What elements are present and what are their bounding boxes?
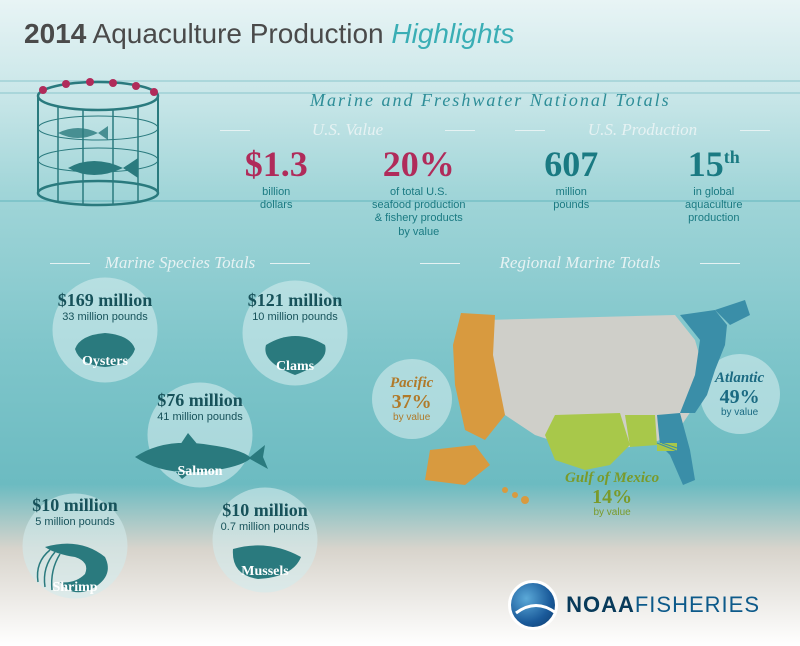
regional-totals-section: Regional Marine Totals [420,253,740,279]
state-hawaii [521,496,529,504]
region-pct: 49% [715,387,764,407]
us-production-group: U.S. Production 607 million pounds 15th … [505,120,780,239]
species-name: Salmon [125,464,275,480]
brand-rest: FISHERIES [635,592,760,617]
species-shrimp: $10 million 5 million pounds Shrimp [10,495,140,596]
region-pacific: Pacific 37% by value [390,375,433,423]
region-atlantic: Atlantic 49% by value [715,370,764,418]
national-totals: U.S. Value $1.3 billion dollars 20% of t… [210,120,780,239]
state-hawaii [502,487,508,493]
species-salmon: $76 million 41 million pounds Salmon [125,390,275,480]
page-title: 2014 Aquaculture Production Highlights [24,18,514,50]
state-gulf [545,413,630,470]
us-production-label: U.S. Production [505,120,780,140]
stat-big: 607 [505,146,638,182]
stat-big: $1.3 [210,146,343,182]
stat-sub: million pounds [505,186,638,212]
footer-brand: NOAAFISHERIES [508,580,760,630]
species-weight: 5 million pounds [10,516,140,528]
species-value: $169 million [40,290,170,311]
stat-sub: billion dollars [210,186,343,212]
species-value: $121 million [230,290,360,311]
section-label: Marine Species Totals [50,253,310,273]
species-clams: $121 million 10 million pounds Clams [230,290,360,375]
species-weight: 41 million pounds [125,411,275,423]
species-mussels: $10 million 0.7 million pounds Mussels [200,500,330,580]
species-weight: 33 million pounds [40,311,170,323]
species-weight: 10 million pounds [230,311,360,323]
brand-text: NOAAFISHERIES [566,592,760,618]
stat-us-prod-amount: 607 million pounds [505,146,638,226]
subheader: Marine and Freshwater National Totals [310,90,671,111]
stat-us-value-amount: $1.3 billion dollars [210,146,343,239]
region-by: by value [715,407,764,418]
species-name: Shrimp [10,580,140,596]
state-gulf [625,415,657,447]
us-value-group: U.S. Value $1.3 billion dollars 20% of t… [210,120,485,239]
state-hawaii [512,492,518,498]
stat-sub: in global aquaculture production [648,186,781,226]
species-name: Oysters [40,354,170,370]
section-label: Regional Marine Totals [420,253,740,273]
stat-big: 15th [648,146,781,182]
region-name: Gulf of Mexico [565,470,659,487]
marine-species-section: Marine Species Totals [50,253,310,279]
brand-bold: NOAA [566,592,635,617]
region-pct: 37% [390,392,433,412]
species-weight: 0.7 million pounds [200,521,330,533]
us-value-label: U.S. Value [210,120,485,140]
stat-us-prod-rank: 15th in global aquaculture production [648,146,781,226]
region-name: Atlantic [715,370,764,387]
stat-sub: of total U.S. seafood production & fishe… [353,186,486,239]
fish-cage-icon [28,78,168,208]
rank-num: 15 [688,144,724,184]
species-name: Clams [230,359,360,375]
species-value: $10 million [10,495,140,516]
stat-big: 20% [353,146,486,182]
region-name: Pacific [390,375,433,392]
title-year: 2014 [24,18,86,49]
species-name: Mussels [200,564,330,580]
title-mid: Aquaculture Production [93,18,384,49]
species-value: $10 million [200,500,330,521]
rank-sup: th [724,147,740,167]
stat-us-value-pct: 20% of total U.S. seafood production & f… [353,146,486,239]
region-gulf: Gulf of Mexico 14% by value [565,470,659,518]
region-by: by value [390,412,433,423]
species-oysters: $169 million 33 million pounds Oysters [40,290,170,370]
region-pct: 14% [565,487,659,507]
noaa-logo-icon [508,580,558,630]
title-highlight: Highlights [391,18,514,49]
region-by: by value [565,507,659,518]
state-alaska [425,445,490,485]
species-value: $76 million [125,390,275,411]
us-map: Pacific 37% by value Gulf of Mexico 14% … [395,285,775,535]
fl-panhandle [657,443,677,451]
